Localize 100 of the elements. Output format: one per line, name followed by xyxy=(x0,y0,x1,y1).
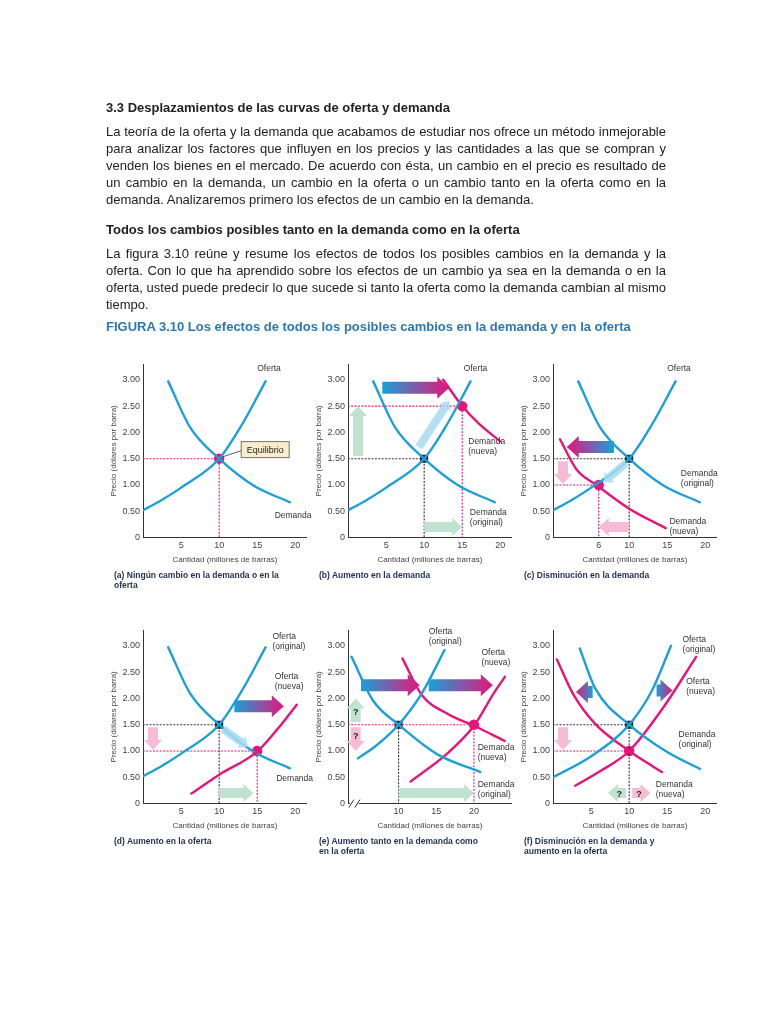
text: (c) Disminución en la demanda xyxy=(523,570,651,580)
x-tick-label: 10 xyxy=(214,540,225,551)
y-tick-label: 0.50 xyxy=(327,505,346,516)
y-tick-label: 2.00 xyxy=(327,426,346,437)
x-tick-label: 10 xyxy=(214,806,225,817)
x-tick-label: 5 xyxy=(178,540,184,551)
y-tick-label: 1.00 xyxy=(327,479,346,490)
y-tick-label: 0 xyxy=(545,798,551,809)
y-tick-label: 1.50 xyxy=(532,453,551,464)
x-axis-title: Cantidad (millones de barras) xyxy=(377,555,483,565)
x-tick-label: 15 xyxy=(662,806,673,817)
series-label: Oferta xyxy=(257,362,282,373)
x-tick-label: 15 xyxy=(431,806,442,817)
y-tick-label: 2.00 xyxy=(327,692,346,703)
annotation: ? xyxy=(636,788,642,799)
series-label: Demanda (nueva) xyxy=(655,778,693,799)
text: La teoría de la oferta y la demanda que acabamos de estudiar nos ofrece un método inmejorable para analizar los factores que influyen en los precios y las cantidades a las que se compran y venden los bienes en el mercado. De acuerdo con ésta, un cambio en el precio es resultado de un cambio en la demanda, un cambio en la oferta o un cambio tanto en la oferta como en la demanda. Analizaremos primero los efectos de un cambio en la demanda. xyxy=(106,123,666,208)
series-label: Oferta xyxy=(463,362,488,373)
y-tick-label: 0 xyxy=(135,532,141,543)
x-axis-title: Cantidad (millones de barras) xyxy=(377,821,483,831)
x-tick-label: 10 xyxy=(624,540,635,551)
x-tick-label: 5 xyxy=(383,540,389,551)
y-tick-label: 3.00 xyxy=(327,640,346,651)
text: FIGURA 3.10 Los efectos de todos los posibles cambios en la demanda y en la oferta xyxy=(106,319,632,334)
y-tick-label: 0 xyxy=(340,532,346,543)
y-tick-label: 2.00 xyxy=(532,692,551,703)
x-tick-label: 15 xyxy=(662,540,673,551)
x-tick-label: 10 xyxy=(393,806,404,817)
x-tick-label: 20 xyxy=(290,540,301,551)
text: (d) Aumento en la oferta xyxy=(113,836,213,846)
y-tick-label: 1.50 xyxy=(122,453,141,464)
series-label: Demanda (original) xyxy=(469,507,507,528)
series-label: Demanda (original) xyxy=(477,778,515,799)
y-tick-label: 0.50 xyxy=(122,505,141,516)
series-label: Demanda (nueva) xyxy=(468,436,506,457)
y-tick-label: 0 xyxy=(545,532,551,543)
y-tick-label: 1.00 xyxy=(532,479,551,490)
x-tick-label: 10 xyxy=(624,806,635,817)
series-label: Oferta (nueva) xyxy=(274,670,304,691)
y-axis-title: Precio (dólares por barra) xyxy=(519,670,528,763)
y-tick-label: 1.00 xyxy=(122,745,141,756)
text: (b) Aumento en la demanda xyxy=(318,570,432,580)
y-tick-label: 0 xyxy=(340,798,346,809)
series-label: Oferta xyxy=(667,362,692,373)
y-tick-label: 2.00 xyxy=(122,692,141,703)
y-tick-label: 3.00 xyxy=(122,640,141,651)
x-tick-label: 20 xyxy=(468,806,479,817)
x-tick-label: 5 xyxy=(588,806,594,817)
text: (f) Disminución en la demanda y aumento en la oferta xyxy=(523,836,656,856)
text: La figura 3.10 reúne y resume los efectos de todos los posibles cambios en la demanda y la oferta. Con lo que ha aprendido sobre los efectos de un cambio ya sea en la demanda o en la oferta, usted puede predecir lo que sucede si tanto la oferta como la demanda cambian al mismo tiempo. xyxy=(106,245,666,313)
y-tick-label: 1.50 xyxy=(122,719,141,730)
y-tick-label: 2.50 xyxy=(327,400,346,411)
y-tick-label: 3.00 xyxy=(532,374,551,385)
y-axis-title: Precio (dólares por barra) xyxy=(314,404,323,497)
y-axis-title: Precio (dólares por barra) xyxy=(109,404,118,497)
y-tick-label: 2.50 xyxy=(122,666,141,677)
text: (e) Aumento tanto en la demanda como en la oferta xyxy=(318,836,479,856)
series-label: Demanda xyxy=(276,773,314,784)
y-tick-label: 0 xyxy=(135,798,141,809)
series-label: Demanda (original) xyxy=(678,728,716,749)
y-tick-label: 0.50 xyxy=(532,771,551,782)
series-label: Oferta (nueva) xyxy=(481,647,511,668)
x-axis-title: Cantidad (millones de barras) xyxy=(172,821,278,831)
x-axis-title: Cantidad (millones de barras) xyxy=(172,555,278,565)
y-tick-label: 2.50 xyxy=(532,666,551,677)
y-tick-label: 0.50 xyxy=(532,505,551,516)
x-tick-label: 20 xyxy=(700,540,711,551)
y-axis-title: Precio (dólares por barra) xyxy=(519,404,528,497)
x-tick-label: 20 xyxy=(700,806,711,817)
y-tick-label: 1.00 xyxy=(532,745,551,756)
series-label: Oferta (original) xyxy=(272,631,306,652)
y-tick-label: 1.00 xyxy=(327,745,346,756)
y-tick-label: 2.50 xyxy=(122,400,141,411)
series-label: Demanda (original) xyxy=(680,467,718,488)
annotation: ? xyxy=(352,730,359,741)
annotation: ? xyxy=(352,707,359,718)
y-tick-label: 3.00 xyxy=(532,640,551,651)
x-tick-label: 15 xyxy=(457,540,468,551)
series-label: Demanda (nueva) xyxy=(669,516,707,537)
series-label: Oferta (nueva) xyxy=(686,675,716,696)
series-label: Oferta (original) xyxy=(682,633,716,654)
series-label: Demanda (nueva) xyxy=(477,741,515,762)
x-tick-label: 15 xyxy=(252,806,263,817)
annotation: ? xyxy=(616,788,623,799)
text: Todos los cambios posibles tanto en la demanda como en la oferta xyxy=(106,222,521,237)
y-axis-title: Precio (dólares por barra) xyxy=(314,670,323,763)
y-tick-label: 1.00 xyxy=(122,479,141,490)
x-axis-title: Cantidad (millones de barras) xyxy=(582,821,688,831)
series-label: Oferta (original) xyxy=(428,625,462,646)
y-tick-label: 0.50 xyxy=(327,771,346,782)
y-tick-label: 1.50 xyxy=(532,719,551,730)
y-tick-label: 2.00 xyxy=(122,426,141,437)
x-tick-label: 20 xyxy=(290,806,301,817)
annotation: Equilibrio xyxy=(246,444,284,455)
text: 3.3 Desplazamientos de las curvas de oferta y demanda xyxy=(106,100,451,115)
x-axis-title: Cantidad (millones de barras) xyxy=(582,555,688,565)
x-tick-label: 20 xyxy=(495,540,506,551)
x-tick-label: 10 xyxy=(419,540,430,551)
y-tick-label: 2.50 xyxy=(532,400,551,411)
x-tick-label: 5 xyxy=(178,806,184,817)
